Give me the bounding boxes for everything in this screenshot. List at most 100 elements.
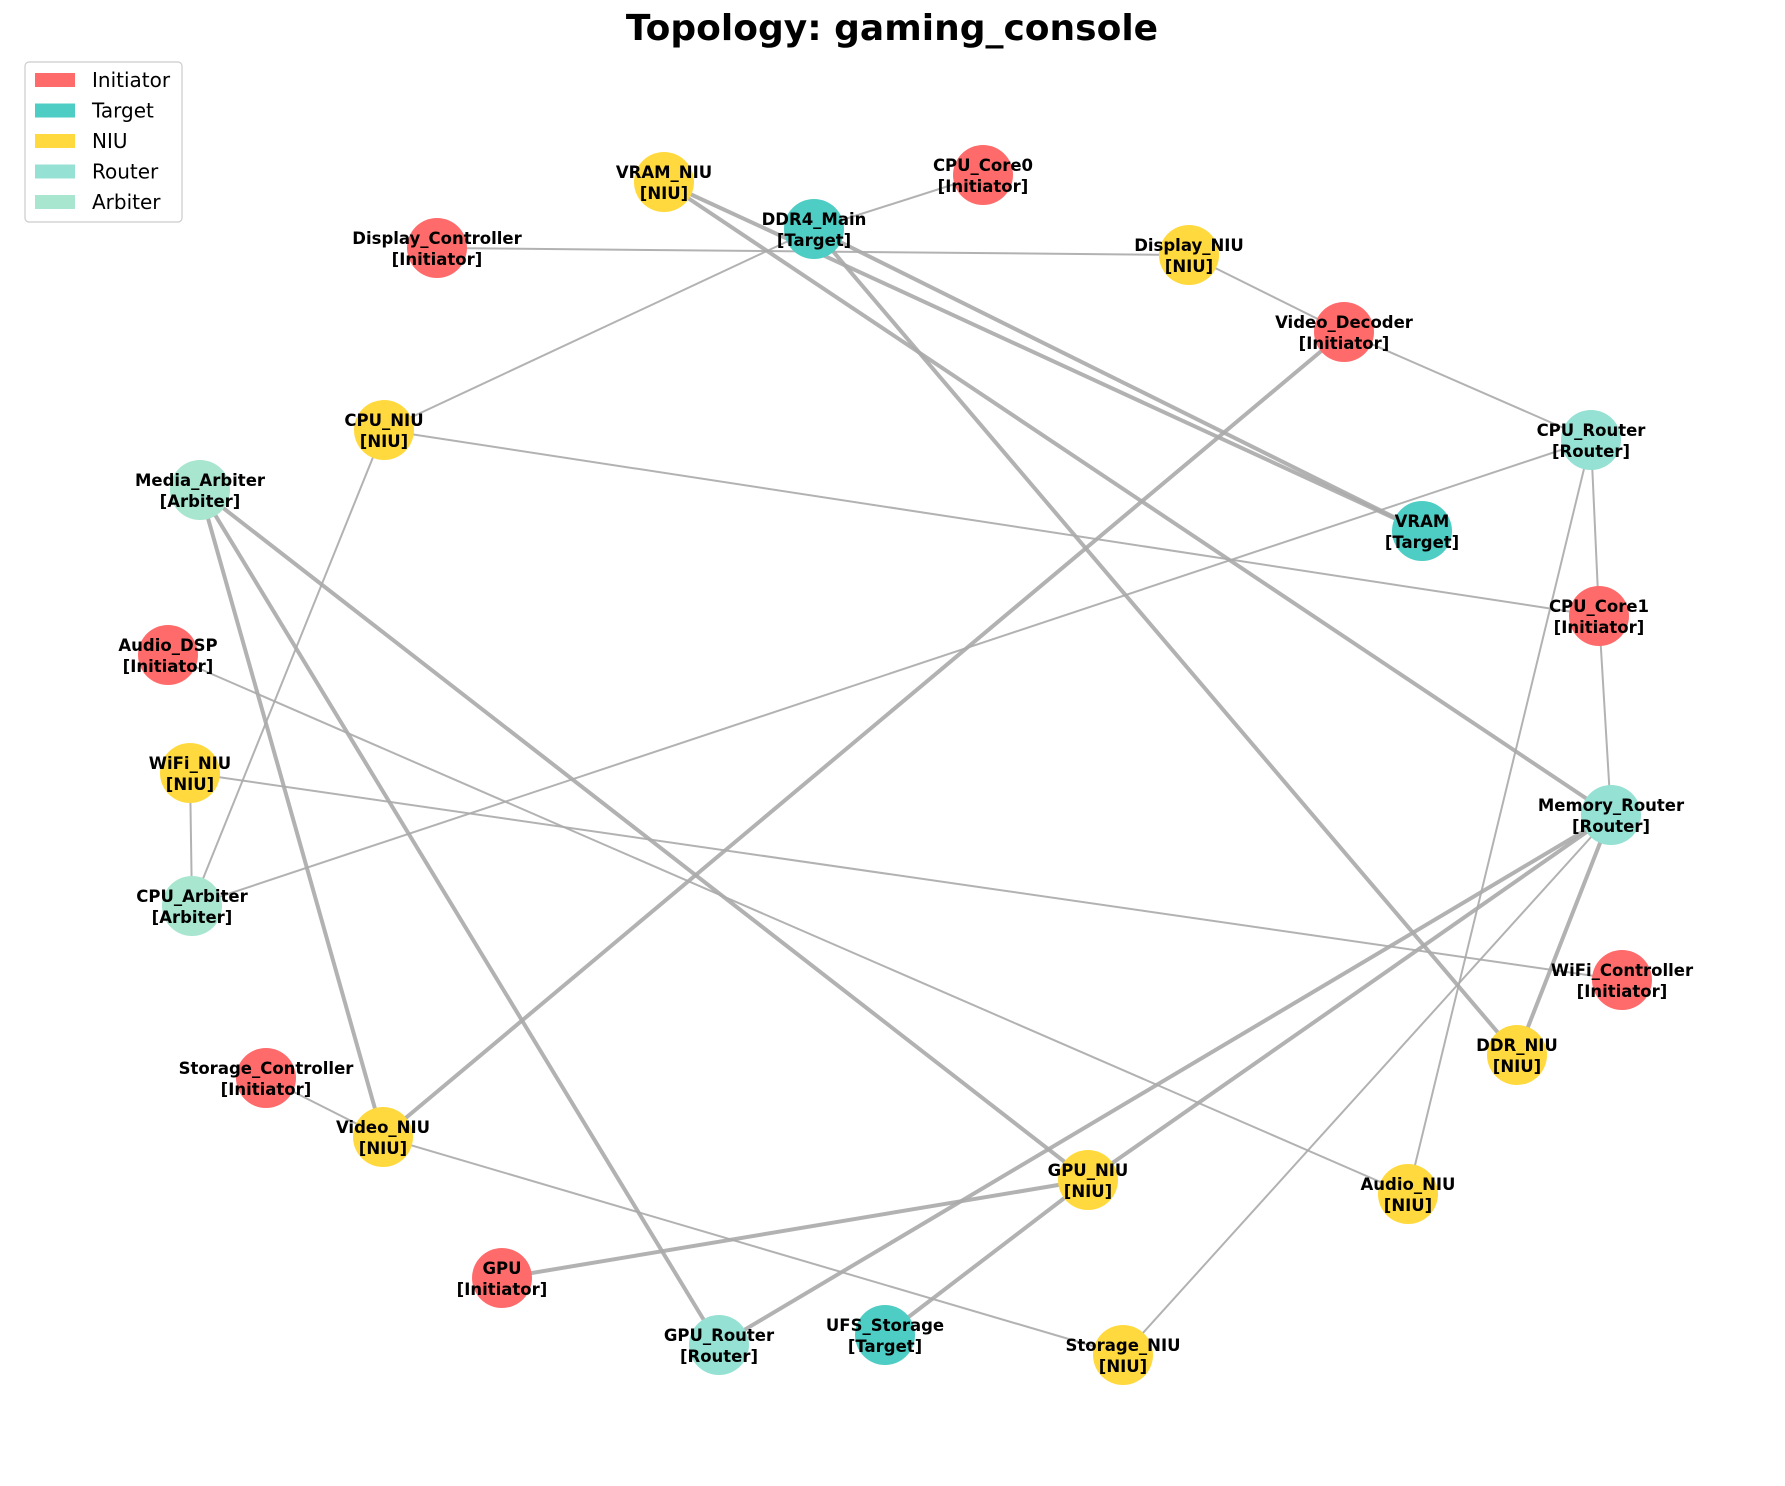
edges-layer (167, 174, 1623, 1356)
node-name-label: Media_Arbiter (135, 471, 266, 490)
node-cpu-niu: CPU_NIU [NIU] (344, 400, 424, 460)
legend-label: Arbiter (92, 190, 161, 214)
node-audio-dsp: Audio_DSP [Initiator] (118, 625, 218, 685)
node-name-label: GPU_Router (664, 1326, 775, 1345)
node-circle (236, 1048, 296, 1108)
node-circle (634, 152, 694, 212)
node-name-label: Storage_NIU (1066, 1336, 1181, 1355)
node-role-label: [NIU] (1099, 1357, 1147, 1376)
node-name-label: DDR_NIU (1476, 1036, 1558, 1055)
node-name-label: CPU_Router (1537, 421, 1647, 440)
node-storage-controller: Storage_Controller [Initiator] (179, 1048, 354, 1108)
node-role-label: [NIU] (359, 1139, 407, 1158)
node-role-label: [Arbiter] (152, 908, 233, 927)
legend-label: Target (91, 99, 154, 123)
edge-cpu-niu-cpu-arbiter (191, 429, 385, 907)
node-circle (689, 1315, 749, 1375)
legend-entry-arbiter: Arbiter (35, 190, 161, 214)
node-gpu-niu: GPU_NIU [NIU] (1048, 1150, 1129, 1210)
node-memory-router: Memory_Router [Router] (1538, 785, 1685, 845)
node-role-label: [NIU] (1384, 1196, 1432, 1215)
node-vram-niu: VRAM_NIU [NIU] (616, 152, 712, 212)
node-role-label: [Initiator] (123, 657, 214, 676)
node-wifi-controller: WiFi_Controller [Initiator] (1551, 950, 1694, 1010)
legend-entry-router: Router (35, 160, 159, 184)
node-name-label: Video_Decoder (1275, 313, 1414, 332)
edge-ddr4-main-vram (812, 227, 1424, 533)
node-circle (160, 743, 220, 803)
node-circle (1314, 302, 1374, 362)
node-name-label: CPU_Core0 (933, 156, 1033, 175)
edge-video-decoder-video-niu (381, 330, 1346, 1139)
node-storage-niu: Storage_NIU [NIU] (1066, 1325, 1181, 1385)
edge-memory-router-storage-niu (1122, 814, 1612, 1356)
legend-entry-target: Target (35, 99, 154, 123)
node-role-label: [NIU] (640, 184, 688, 203)
edge-gpu-gpu-niu (500, 1178, 1090, 1280)
node-cpu-core1: CPU_Core1 [Initiator] (1549, 586, 1649, 646)
node-gpu: GPU [Initiator] (457, 1248, 548, 1308)
node-circle (1581, 785, 1641, 845)
node-role-label: [Arbiter] (160, 492, 241, 511)
node-audio-niu: Audio_NIU [NIU] (1361, 1164, 1456, 1224)
node-role-label: [Router] (1572, 817, 1650, 836)
node-circle (1159, 225, 1219, 285)
node-vram: VRAM [Target] (1385, 501, 1459, 561)
node-role-label: [NIU] (1064, 1182, 1112, 1201)
node-role-label: [Initiator] (1554, 618, 1645, 637)
node-circle (1392, 501, 1452, 561)
node-circle (1592, 950, 1652, 1010)
node-role-label: [NIU] (1165, 257, 1213, 276)
legend-frame (24, 61, 183, 223)
diagram-title: Topology: gaming_console (626, 8, 1158, 49)
legend-swatch (35, 73, 75, 87)
node-gpu-router: GPU_Router [Router] (664, 1315, 775, 1375)
node-video-niu: Video_NIU [NIU] (336, 1107, 430, 1167)
node-circle (1058, 1150, 1118, 1210)
node-ddr4-main: DDR4_Main [Target] (762, 199, 866, 259)
node-circle (1569, 586, 1629, 646)
node-name-label: WiFi_NIU (149, 754, 231, 773)
node-circle (353, 1107, 413, 1167)
node-name-label: GPU (482, 1259, 521, 1278)
edge-cpu-core1-memory-router (1598, 615, 1612, 816)
edge-memory-router-gpu-niu (1086, 813, 1613, 1182)
node-name-label: VRAM_NIU (616, 163, 712, 182)
edge-gpu-niu-ufs-storage (883, 1178, 1090, 1337)
node-display-controller: Display_Controller [Initiator] (352, 218, 523, 278)
legend-swatch (35, 195, 75, 209)
node-cpu-arbiter: CPU_Arbiter [Arbiter] (136, 876, 249, 936)
node-circle (1093, 1325, 1153, 1385)
edge-vram-niu-memory-router (662, 180, 1613, 817)
node-role-label: [NIU] (166, 775, 214, 794)
edge-media-arbiter-gpu-router (198, 488, 721, 1347)
node-name-label: WiFi_Controller (1551, 961, 1694, 980)
node-name-label: Display_Controller (352, 229, 522, 248)
legend-entry-niu: NIU (35, 129, 128, 153)
legend-label: NIU (92, 129, 128, 153)
node-circle (162, 876, 222, 936)
node-circle (784, 199, 844, 259)
edge-ddr4-main-cpu-niu (383, 228, 815, 431)
edge-cpu-router-cpu-arbiter (191, 439, 1592, 907)
node-name-label: Audio_NIU (1361, 1175, 1456, 1194)
node-circle (407, 218, 467, 278)
node-circle (170, 460, 230, 520)
node-name-label: GPU_NIU (1048, 1161, 1129, 1180)
edge-media-arbiter-gpu-niu (198, 488, 1090, 1182)
node-name-label: Memory_Router (1538, 796, 1685, 815)
legend-entries: Initiator Target NIU Router Arbiter (35, 68, 171, 214)
edge-video-decoder-cpu-router (1343, 331, 1592, 441)
legend-swatch (35, 103, 75, 118)
node-name-label: Audio_DSP (118, 636, 217, 655)
edge-wifi-niu-wifi-controller (189, 772, 1623, 981)
node-circle (1561, 410, 1621, 470)
node-name-label: CPU_Arbiter (136, 887, 248, 906)
node-name-label: Display_NIU (1134, 236, 1244, 255)
node-role-label: [Initiator] (457, 1280, 548, 1299)
edge-media-arbiter-video-niu (198, 488, 385, 1139)
node-role-label: [Initiator] (221, 1080, 312, 1099)
edge-memory-router-ddr-niu (1515, 813, 1613, 1057)
node-name-label: UFS_Storage (826, 1316, 944, 1335)
